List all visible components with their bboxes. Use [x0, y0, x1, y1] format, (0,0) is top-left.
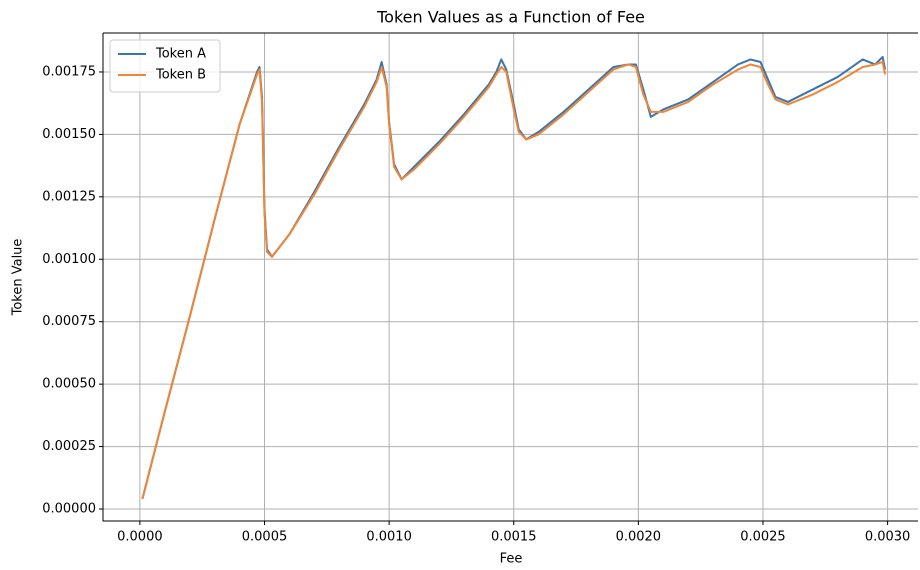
- x-tick-label: 0.0000: [117, 530, 163, 545]
- x-tick-label: 0.0015: [491, 530, 537, 545]
- x-tick-label: 0.0025: [740, 530, 786, 545]
- x-tick-label: 0.0010: [366, 530, 412, 545]
- y-tick-label: 0.00100: [42, 252, 96, 267]
- x-tick-label: 0.0020: [616, 530, 662, 545]
- legend: Token A Token B: [109, 39, 221, 93]
- y-tick-label: 0.00050: [42, 377, 96, 392]
- y-axis-label: Token Value: [11, 239, 26, 317]
- y-tick-label: 0.00075: [42, 314, 96, 329]
- y-tick-label: 0.00175: [42, 64, 96, 79]
- chart-title: Token Values as a Function of Fee: [376, 8, 645, 27]
- y-tick-label: 0.00025: [42, 439, 96, 454]
- legend-label: Token B: [155, 68, 206, 83]
- x-tick-label: 0.0005: [242, 530, 288, 545]
- y-tick-label: 0.00000: [42, 502, 96, 517]
- legend-label: Token A: [155, 47, 206, 62]
- x-axis-label: Fee: [500, 552, 523, 567]
- y-tick-label: 0.00150: [42, 127, 96, 142]
- x-tick-label: 0.0030: [865, 530, 911, 545]
- plot-frame: [102, 32, 918, 522]
- series-line: [141, 60, 887, 500]
- y-tick-label: 0.00125: [42, 189, 96, 204]
